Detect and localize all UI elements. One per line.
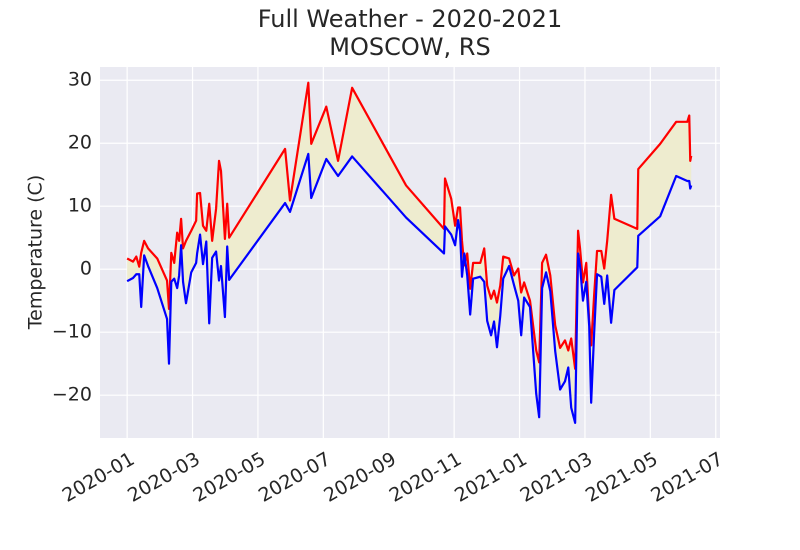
x-tick-label: 2021-01 <box>451 448 531 507</box>
x-tick-label: 2020-09 <box>320 448 400 507</box>
x-tick-label: 2021-05 <box>582 448 662 507</box>
x-tick-label: 2020-07 <box>255 448 335 507</box>
y-tick-label: 0 <box>80 258 92 280</box>
x-tick-label: 2020-05 <box>189 448 269 507</box>
y-tick-label: −10 <box>52 321 92 343</box>
chart-subtitle: MOSCOW, RS <box>329 33 490 61</box>
x-tick-label: 2021-07 <box>647 448 727 507</box>
y-axis-label: Temperature (C) <box>25 175 47 331</box>
x-tick-label: 2020-11 <box>386 448 466 507</box>
y-tick-label: 20 <box>68 132 92 154</box>
x-tick-label: 2020-01 <box>59 448 139 507</box>
x-tick-label: 2020-03 <box>124 448 204 507</box>
y-tick-label: 10 <box>68 195 92 217</box>
y-tick-label: −20 <box>52 384 92 406</box>
x-tick-label: 2021-03 <box>516 448 596 507</box>
chart-title: Full Weather - 2020-2021 <box>258 5 562 33</box>
y-tick-label: 30 <box>68 69 92 91</box>
series-line <box>126 152 693 424</box>
